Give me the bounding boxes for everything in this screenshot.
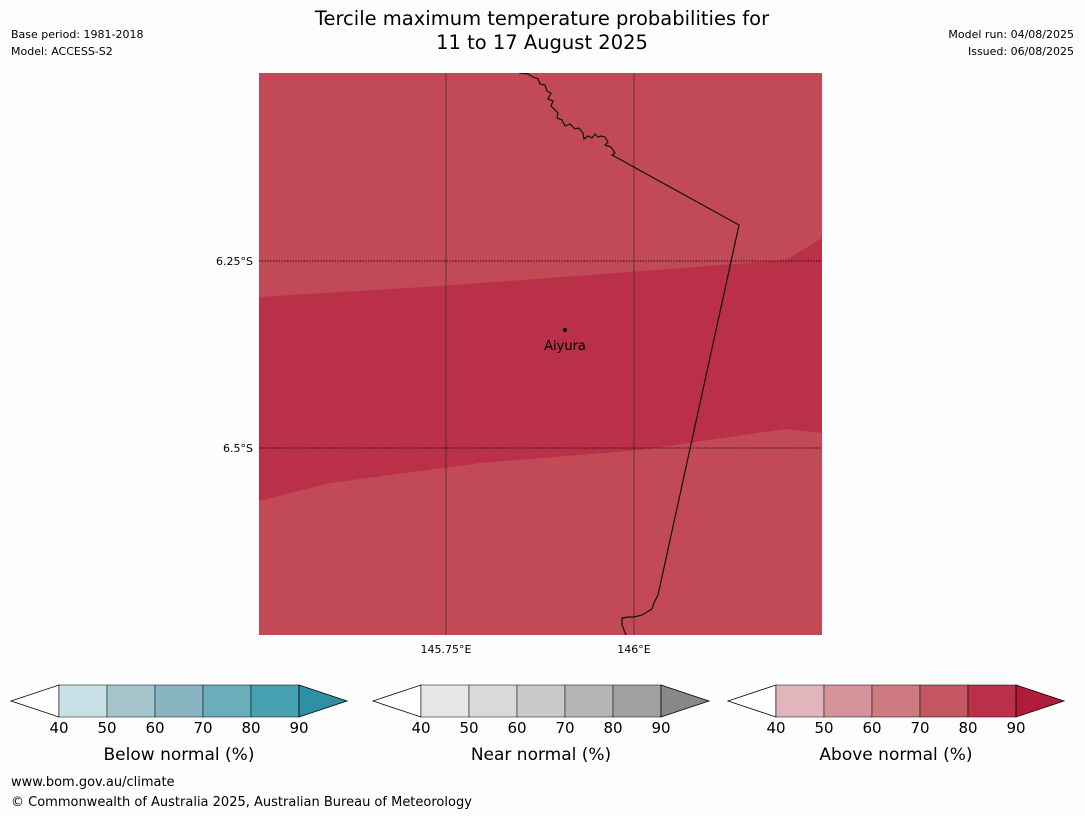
colorbar-tick: 50 — [814, 719, 834, 737]
colorbar-below-segment — [58, 684, 108, 718]
colorbar-near-segment — [516, 684, 566, 718]
colorbar-tick: 40 — [766, 719, 786, 737]
colorbar-near-segment — [420, 684, 470, 718]
colorbar-above-segment — [775, 684, 825, 718]
legend-below-normal: 40 50 60 70 80 90 Below normal (%) — [9, 684, 349, 765]
colorbar-tick: 80 — [603, 719, 623, 737]
colorbar-tick: 40 — [49, 719, 69, 737]
colorbar-near-segment — [612, 684, 662, 718]
colorbar-label-near: Near normal (%) — [470, 745, 612, 765]
colorbar-near-max-extend — [660, 684, 711, 718]
base-period-text: Base period: 1981-2018 — [11, 28, 144, 41]
footer-url: www.bom.gov.au/climate — [11, 775, 175, 790]
footer-copyright: © Commonwealth of Australia 2025, Austra… — [11, 795, 472, 810]
title-line-2: 11 to 17 August 2025 — [436, 31, 648, 54]
colorbar-above-segment — [967, 684, 1017, 718]
colorbar-above-segment — [871, 684, 921, 718]
colorbar-tick: 90 — [651, 719, 671, 737]
colorbar-tick: 60 — [862, 719, 882, 737]
colorbar-below-segment — [202, 684, 252, 718]
colorbar-below-min-extend — [9, 684, 60, 718]
header-meta-right: Model run: 04/08/2025 Issued: 06/08/2025 — [948, 26, 1074, 60]
map-figure: Aiyura 6.25°S 6.5°S 145.75°E 146°E — [216, 73, 822, 656]
colorbar-tick: 40 — [411, 719, 431, 737]
colorbar-below-max-extend — [298, 684, 349, 718]
colorbar-tick: 90 — [289, 719, 309, 737]
colorbar-tick: 70 — [193, 719, 213, 737]
lon-label-146e: 146°E — [617, 643, 650, 656]
title-line-1: Tercile maximum temperature probabilitie… — [314, 7, 770, 30]
aiyura-location-marker — [563, 328, 567, 332]
model-text: Model: ACCESS-S2 — [11, 45, 113, 58]
colorbar-tick: 80 — [241, 719, 261, 737]
colorbar-near-normal — [371, 684, 711, 718]
colorbar-near-segment — [564, 684, 614, 718]
colorbar-near-min-extend — [371, 684, 422, 718]
colorbar-below-segment — [106, 684, 156, 718]
colorbar-above-segment — [823, 684, 873, 718]
lat-label-6-5s: 6.5°S — [223, 442, 253, 455]
colorbar-label-below: Below normal (%) — [103, 745, 255, 765]
colorbar-tick: 70 — [555, 719, 575, 737]
map-fill-group — [259, 73, 822, 635]
lon-label-145-75e: 145.75°E — [421, 643, 472, 656]
colorbar-tick: 50 — [459, 719, 479, 737]
colorbar-above-max-extend — [1015, 684, 1066, 718]
colorbar-near-segment — [468, 684, 518, 718]
colorbar-tick: 80 — [958, 719, 978, 737]
header-meta-left: Base period: 1981-2018 Model: ACCESS-S2 — [11, 26, 143, 60]
colorbar-tick: 50 — [97, 719, 117, 737]
issued-text: Issued: 06/08/2025 — [967, 45, 1074, 58]
colorbar-tick: 60 — [145, 719, 165, 737]
colorbar-below-normal — [9, 684, 349, 718]
model-run-text: Model run: 04/08/2025 — [948, 28, 1074, 41]
colorbar-tick: 70 — [910, 719, 930, 737]
legend-above-normal: 40 50 60 70 80 90 Above normal (%) — [726, 684, 1066, 765]
province-boundary-line — [518, 73, 740, 635]
aiyura-label: Aiyura — [544, 339, 586, 354]
lat-label-6-25s: 6.25°S — [216, 255, 253, 268]
colorbar-below-segment — [250, 684, 300, 718]
legend-near-normal: 40 50 60 70 80 90 Near normal (%) — [371, 684, 711, 765]
page-title: Tercile maximum temperature probabilitie… — [242, 7, 842, 55]
colorbar-tick: 90 — [1006, 719, 1026, 737]
colorbar-label-above: Above normal (%) — [819, 745, 973, 765]
colorbar-above-segment — [919, 684, 969, 718]
probability-80-90-region — [259, 238, 822, 501]
colorbar-below-segment — [154, 684, 204, 718]
colorbar-tick: 60 — [507, 719, 527, 737]
colorbar-above-min-extend — [726, 684, 777, 718]
colorbar-above-normal — [726, 684, 1066, 718]
